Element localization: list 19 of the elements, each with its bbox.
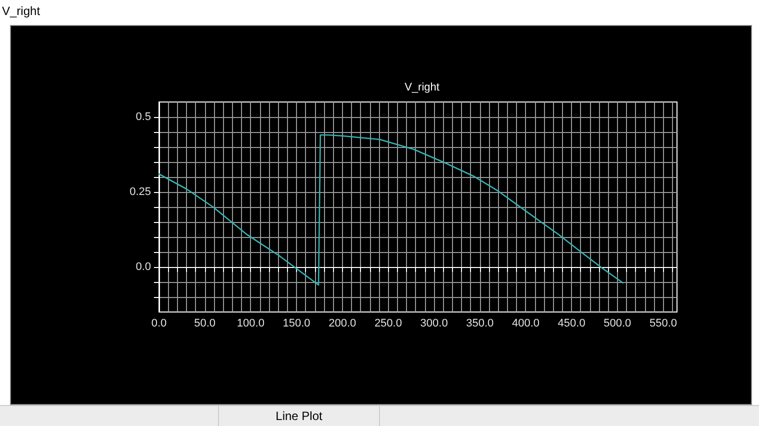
x-tick-label: 500.0	[604, 318, 632, 330]
y-tick-label: 0.0	[136, 261, 151, 273]
x-tick-label: 300.0	[420, 318, 448, 330]
x-tick-label: 0.0	[151, 318, 167, 330]
line-series	[158, 134, 624, 286]
x-tick-label: 200.0	[328, 318, 356, 330]
y-tick-label: 0.5	[136, 111, 151, 123]
x-tick-label: 50.0	[194, 318, 216, 330]
x-tick-label: 450.0	[558, 318, 586, 330]
x-tick-label: 550.0	[649, 318, 678, 330]
x-tick-label: 250.0	[374, 318, 402, 330]
text: V_right	[2, 4, 40, 18]
x-tick-label: 150.0	[282, 318, 310, 330]
x-tick-label: 100.0	[236, 318, 264, 330]
chart-title: V_right	[404, 82, 440, 94]
y-tick-label: 0.25	[130, 186, 151, 198]
text: Line Plot	[218, 406, 380, 426]
x-tick-label: 400.0	[512, 318, 540, 330]
x-tick-label: 350.0	[466, 318, 494, 330]
